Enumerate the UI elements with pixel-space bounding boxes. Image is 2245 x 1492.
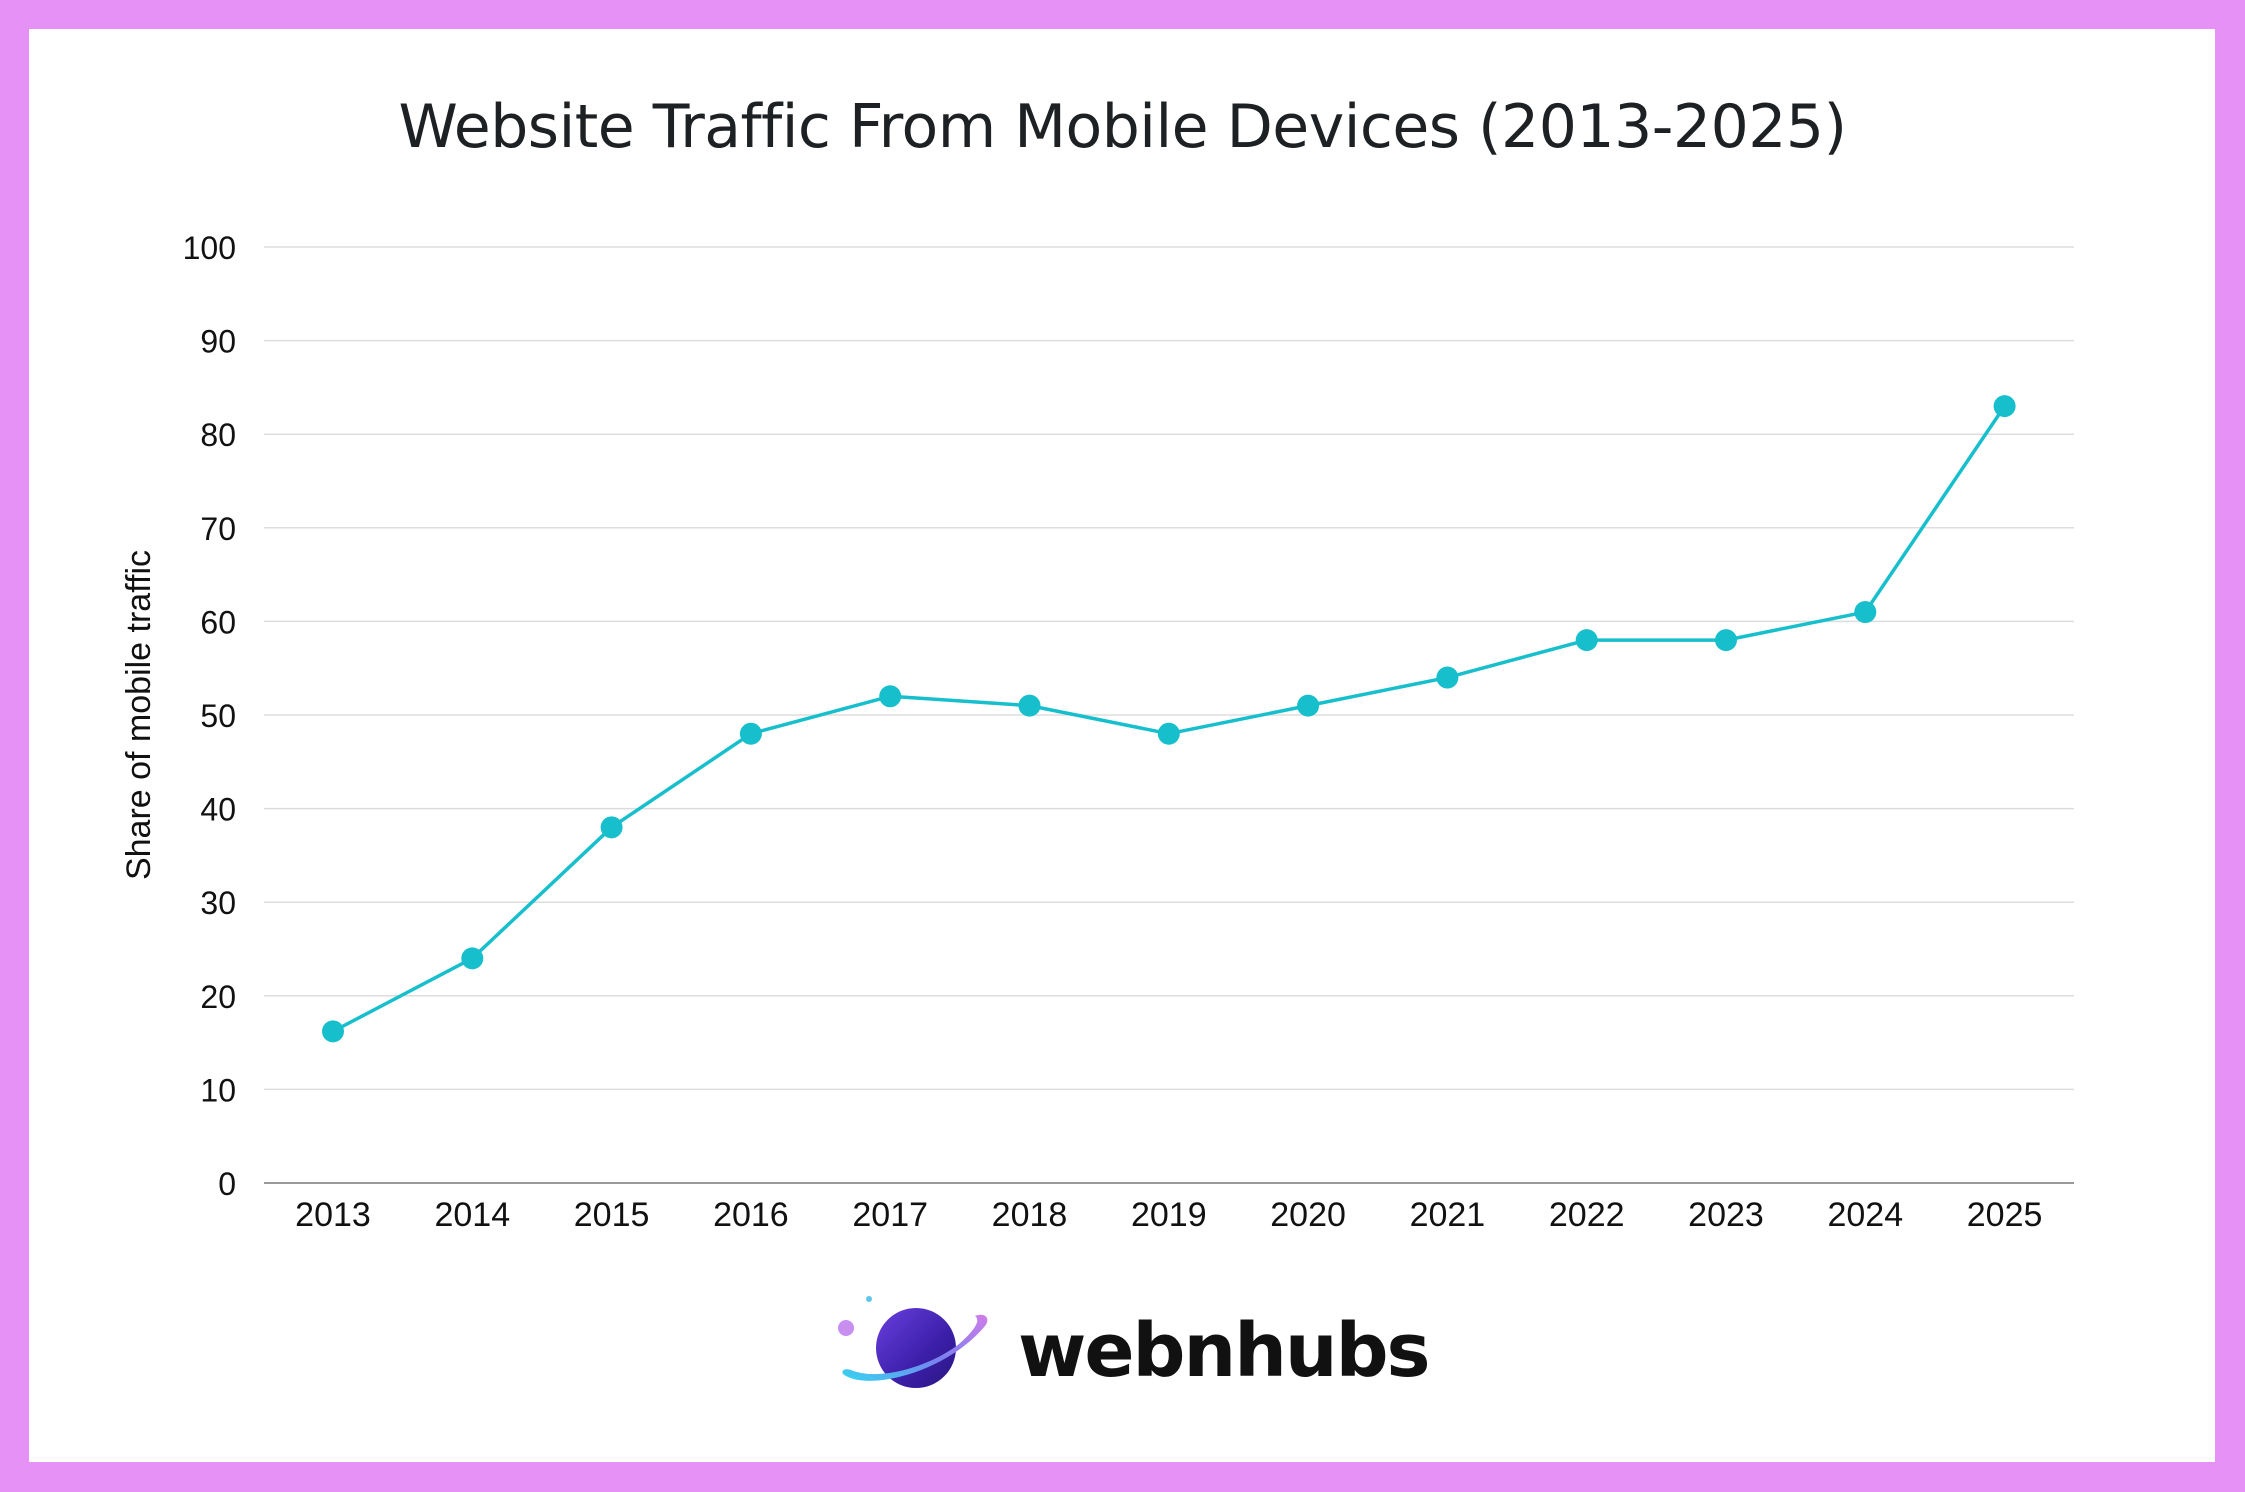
brand: webnhubs	[835, 1290, 1431, 1410]
x-tick-label: 2022	[1549, 1196, 1625, 1234]
y-tick-label: 30	[200, 885, 236, 921]
y-tick-label: 100	[183, 230, 236, 266]
y-tick-label: 0	[218, 1166, 236, 1202]
chart-title: Website Traffic From Mobile Devices (201…	[398, 92, 1848, 162]
x-tick-label: 2013	[295, 1196, 371, 1234]
y-tick-label: 90	[200, 324, 236, 360]
data-point	[1297, 694, 1320, 717]
chart-frame	[29, 29, 2215, 1462]
x-tick-label: 2014	[434, 1196, 510, 1234]
data-point	[1715, 629, 1737, 652]
y-axis-title: Share of mobile traffic	[120, 550, 158, 880]
y-tick-label: 70	[200, 511, 236, 547]
x-tick-label: 2018	[992, 1196, 1068, 1234]
x-tick-label: 2024	[1827, 1196, 1903, 1234]
data-point	[1436, 666, 1459, 689]
data-point	[1018, 694, 1041, 717]
y-tick-label: 10	[200, 1072, 236, 1108]
data-point	[1993, 395, 2016, 418]
x-tick-label: 2023	[1688, 1196, 1764, 1234]
y-tick-label: 80	[200, 417, 236, 453]
data-point	[461, 947, 484, 970]
x-tick-label: 2021	[1410, 1196, 1486, 1234]
data-point	[1575, 629, 1598, 652]
x-tick-label: 2016	[713, 1196, 789, 1234]
data-point	[879, 685, 902, 708]
x-tick-label: 2015	[574, 1196, 650, 1234]
data-point	[1157, 722, 1180, 745]
y-tick-label: 60	[200, 604, 236, 640]
series-line	[332, 405, 2007, 1033]
y-tick-label: 50	[200, 698, 236, 734]
data-point	[1854, 601, 1877, 624]
y-tick-label: 20	[200, 979, 236, 1015]
data-point	[322, 1020, 344, 1043]
x-tick-label: 2025	[1967, 1196, 2043, 1234]
data-point	[600, 816, 623, 839]
x-tick-label: 2020	[1270, 1196, 1346, 1234]
brand-name: webnhubs	[1018, 1308, 1431, 1394]
x-tick-label: 2017	[852, 1196, 928, 1234]
y-tick-label: 40	[200, 792, 236, 828]
data-point	[739, 722, 762, 745]
planet-icon	[838, 1296, 988, 1388]
x-tick-label: 2019	[1131, 1196, 1207, 1234]
